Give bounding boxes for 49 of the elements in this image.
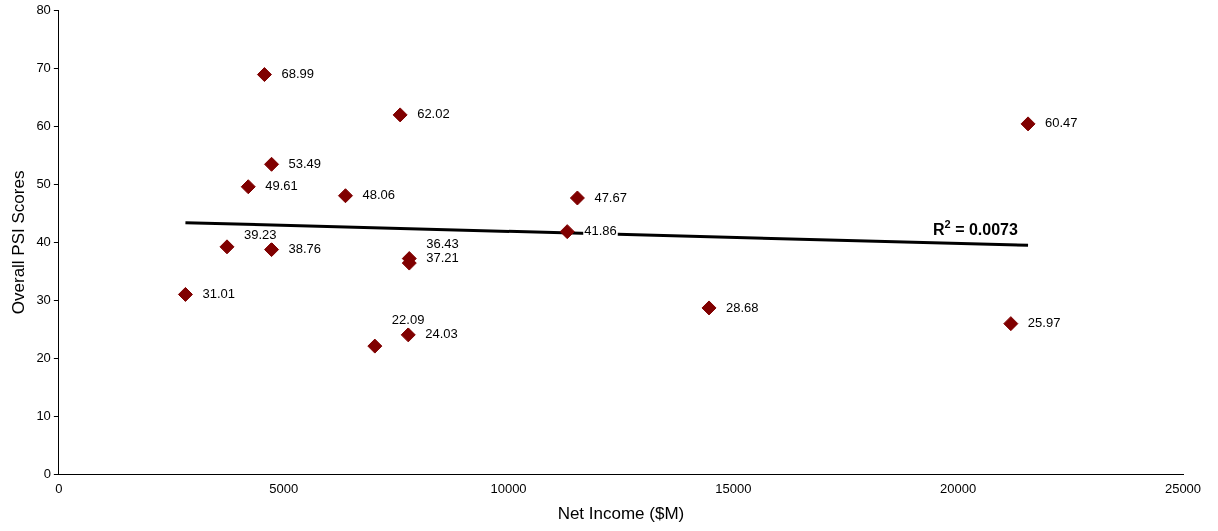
point: [240, 179, 256, 195]
data-label: 24.03: [425, 326, 458, 342]
y-tick-label: 60: [36, 118, 51, 134]
point: [367, 338, 383, 354]
y-tick-label: 30: [36, 291, 51, 307]
data-label: 49.61: [265, 178, 298, 194]
data-label: 62.02: [417, 106, 450, 122]
point: [392, 107, 408, 123]
data-label: 22.09: [391, 312, 425, 328]
x-tick-label: 25000: [1164, 481, 1202, 497]
x-tick-label: 10000: [490, 481, 527, 497]
x-axis-title: Net Income ($M): [557, 504, 685, 524]
x-tick-label: 20000: [940, 481, 977, 497]
x-tick-label: 5000: [269, 481, 299, 497]
point: [1020, 116, 1036, 132]
data-label: 41.86: [584, 223, 617, 239]
y-tick-label: 80: [36, 2, 51, 18]
point: [701, 300, 717, 316]
point: [400, 327, 416, 343]
y-tick-label: 50: [36, 176, 51, 192]
point: [264, 242, 280, 258]
data-label: 39.23: [243, 227, 277, 243]
data-label: 28.68: [726, 299, 759, 315]
data-label: 60.47: [1045, 115, 1078, 131]
point: [1003, 316, 1019, 332]
data-label: 37.21: [426, 250, 459, 266]
data-label: 31.01: [202, 286, 235, 302]
y-tick-label: 10: [36, 407, 51, 423]
data-label: 36.43: [426, 236, 459, 252]
x-tick-label: 0: [55, 481, 63, 497]
y-tick-label: 20: [36, 349, 51, 365]
y-tick-label: 0: [43, 465, 51, 481]
point: [559, 224, 575, 240]
data-label: 48.06: [362, 187, 396, 203]
point: [177, 286, 193, 302]
data-label: 53.49: [288, 155, 322, 171]
data-label: 25.97: [1027, 315, 1061, 331]
point: [219, 239, 235, 255]
point: [256, 67, 272, 83]
y-axis-title: Overall PSI Scores: [8, 170, 28, 315]
data-label: 38.76: [288, 241, 322, 257]
data-label: 68.99: [281, 66, 314, 82]
y-tick-label: 70: [36, 60, 51, 76]
point: [337, 188, 353, 204]
y-tick-label: 40: [36, 233, 51, 249]
point: [264, 156, 280, 172]
point: [569, 190, 585, 206]
data-label: 47.67: [594, 189, 627, 205]
x-tick-label: 15000: [715, 481, 752, 497]
